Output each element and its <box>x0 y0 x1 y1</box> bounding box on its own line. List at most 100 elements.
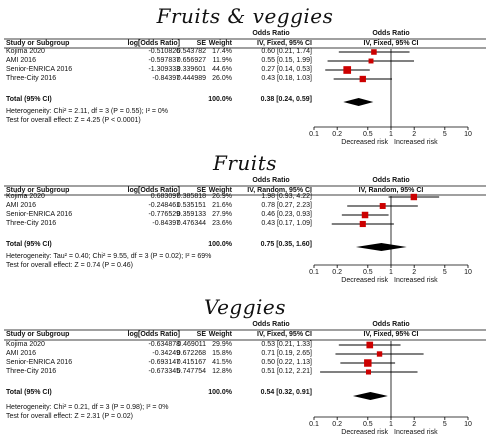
cell-ci: 1.98 [0.93, 4.22] <box>261 193 312 200</box>
total-weight: 100.0% <box>208 241 232 248</box>
cell-study: Kojima 2020 <box>6 48 45 55</box>
col-header-weight: Weight <box>208 187 232 194</box>
col-header-study: Study or Subgroup <box>6 40 70 47</box>
cell-weight: 29.9% <box>212 341 232 348</box>
cell-weight: 26.0% <box>212 75 232 82</box>
cell-study: Kojima 2020 <box>6 193 45 200</box>
cell-se: 0.385818 <box>176 193 206 200</box>
cell-se: 0.747754 <box>176 368 206 375</box>
col-header-log: log[Odds Ratio] <box>127 187 181 194</box>
x-tick-label: 0.1 <box>309 269 319 276</box>
cell-study: AMI 2016 <box>6 57 36 64</box>
col-header-plot: Odds Ratio <box>372 177 410 184</box>
cell-log: -0.248461 <box>148 202 180 209</box>
weight-square <box>376 351 383 357</box>
cell-se: 0.359133 <box>176 211 206 218</box>
cell-log: -0.597837 <box>148 57 180 64</box>
weight-square <box>359 220 366 228</box>
cell-weight: 15.8% <box>212 350 232 357</box>
x-tick-label: 5 <box>442 421 447 428</box>
cell-se: 0.476344 <box>176 220 206 227</box>
cell-weight: 23.6% <box>212 220 232 227</box>
total-ci: 0.54 [0.32, 0.91] <box>260 389 312 396</box>
cell-log: -0.84397 <box>152 75 180 82</box>
cell-se: 0.672268 <box>176 350 206 357</box>
cell-study: Three-City 2016 <box>6 368 57 375</box>
col-header-or-sub: IV, Fixed, 95% CI <box>257 40 312 47</box>
col-header-se: SE <box>196 40 206 47</box>
cell-ci: 0.27 [0.14, 0.53] <box>261 66 312 73</box>
cell-study: Three-City 2016 <box>6 220 57 227</box>
cell-log: -0.634878 <box>148 341 180 348</box>
col-header-plot-sub: IV, Fixed, 95% CI <box>363 331 419 338</box>
col-header-weight: Weight <box>208 40 232 47</box>
x-tick-label: 0.5 <box>362 269 373 276</box>
axis-right-label: Increased risk <box>394 429 438 436</box>
weight-square <box>359 75 366 83</box>
axis-left-label: Decreased risk <box>341 139 388 146</box>
col-header-log: log[Odds Ratio] <box>127 40 181 47</box>
x-tick-label: 0.5 <box>362 421 373 428</box>
x-tick-label: 1 <box>389 131 393 138</box>
x-tick-label: 10 <box>464 421 472 428</box>
cell-weight: 11.9% <box>212 57 232 64</box>
axis-left-label: Decreased risk <box>341 429 388 436</box>
col-header-or: Odds Ratio <box>252 177 290 184</box>
col-header-log: log[Odds Ratio] <box>127 331 181 338</box>
cell-study: Kojima 2020 <box>6 341 45 348</box>
cell-study: Three-City 2016 <box>6 75 57 82</box>
total-ci: 0.38 [0.24, 0.59] <box>260 96 312 103</box>
x-tick-label: 5 <box>442 269 447 276</box>
x-tick-label: 10 <box>464 269 472 276</box>
weight-square <box>366 341 374 349</box>
cell-ci: 0.50 [0.22, 1.13] <box>261 359 312 366</box>
col-header-plot-sub: IV, Random, 95% CI <box>358 187 424 194</box>
cell-se: 0.543782 <box>176 48 206 55</box>
total-label: Total (95% CI) <box>6 389 52 396</box>
axis-left-label: Decreased risk <box>341 277 388 284</box>
panel-title-1: Fruits & veggies <box>156 4 334 28</box>
cell-study: AMI 2016 <box>6 350 36 357</box>
cell-se: 0.656927 <box>176 57 206 64</box>
cell-log: 0.683097 <box>150 193 180 200</box>
cell-se: 0.469011 <box>177 341 206 348</box>
cell-weight: 26.9% <box>212 193 232 200</box>
col-header-se: SE <box>196 331 206 338</box>
cell-weight: 41.5% <box>212 359 232 366</box>
weight-square <box>365 369 372 375</box>
cell-log: -0.34249 <box>152 350 180 357</box>
heterogeneity-text: Heterogeneity: Tau² = 0.40; Chi² = 9.55,… <box>6 253 212 260</box>
cell-study: Senior-ENRICA 2016 <box>6 211 73 218</box>
col-header-or: Odds Ratio <box>252 30 290 37</box>
cell-study: Senior-ENRICA 2016 <box>6 66 73 73</box>
heterogeneity-text: Heterogeneity: Chi² = 2.11, df = 3 (P = … <box>6 108 168 115</box>
x-tick-label: 0.1 <box>309 421 319 428</box>
cell-weight: 44.6% <box>212 66 232 73</box>
weight-square <box>379 203 386 209</box>
axis-right-label: Increased risk <box>394 277 438 284</box>
col-header-study: Study or Subgroup <box>6 331 70 338</box>
panel-title-2: Fruits <box>212 151 277 175</box>
overall-effect-text: Test for overall effect: Z = 4.25 (P < 0… <box>6 117 141 124</box>
x-tick-label: 2 <box>412 131 417 138</box>
col-header-study: Study or Subgroup <box>6 187 70 194</box>
cell-study: Senior-ENRICA 2016 <box>6 359 73 366</box>
overall-effect-text: Test for overall effect: Z = 2.31 (P = 0… <box>6 413 133 420</box>
col-header-or-sub: IV, Fixed, 95% CI <box>257 331 312 338</box>
cell-weight: 27.9% <box>212 211 232 218</box>
cell-ci: 0.51 [0.12, 2.21] <box>261 368 312 375</box>
pooled-diamond <box>352 392 388 400</box>
cell-ci: 0.55 [0.15, 1.99] <box>261 57 312 64</box>
cell-se: 0.339601 <box>176 66 206 73</box>
weight-square <box>371 49 377 55</box>
cell-ci: 0.78 [0.27, 2.23] <box>261 202 312 209</box>
total-ci: 0.75 [0.35, 1.60] <box>260 241 312 248</box>
heterogeneity-text: Heterogeneity: Chi² = 0.21, df = 3 (P = … <box>6 404 169 411</box>
cell-ci: 0.60 [0.21, 1.74] <box>261 48 312 55</box>
cell-weight: 17.4% <box>212 48 232 55</box>
x-tick-label: 0.2 <box>332 421 343 428</box>
cell-ci: 0.43 [0.18, 1.03] <box>261 75 312 82</box>
col-header-plot: Odds Ratio <box>372 321 410 328</box>
